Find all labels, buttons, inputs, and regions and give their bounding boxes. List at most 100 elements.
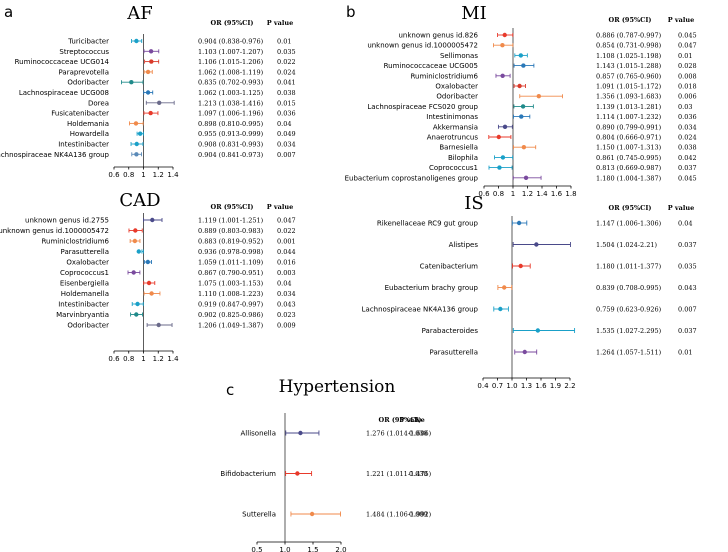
or-point bbox=[148, 49, 154, 54]
forest-row: Intestinimonas 1.114 (1.007-1.232) 0.036 bbox=[426, 113, 696, 121]
forest-row: Howardella 0.955 (0.913-0.999) 0.049 bbox=[70, 130, 296, 138]
x-tick-label: 0.8 bbox=[123, 355, 134, 363]
row-label: Oxalobacter bbox=[66, 259, 109, 267]
or-value: 0.955 (0.913-0.999) bbox=[198, 130, 264, 138]
x-tick-label: 0.4 bbox=[477, 382, 489, 390]
or-value: 1.356 (1.093-1.683) bbox=[596, 93, 662, 101]
forest-row: Parasutterella 0.936 (0.978-0.998) 0.044 bbox=[61, 248, 296, 256]
or-point bbox=[502, 124, 508, 129]
panel-label-c: c bbox=[226, 381, 234, 399]
forest-row: Bifidobacterium 1.221 (1.011-1.475)0.038 bbox=[220, 470, 431, 478]
or-value: 0.854 (0.731-0.998) bbox=[596, 42, 662, 50]
x-tick-label: 1.4 bbox=[536, 190, 548, 198]
or-point bbox=[536, 94, 542, 99]
or-value: 1.221 (1.011-1.475) bbox=[366, 470, 432, 478]
or-point bbox=[502, 285, 507, 290]
forest-row: Rikenellaceae RC9 gut group 1.147 (1.006-… bbox=[377, 220, 693, 228]
or-point bbox=[149, 291, 154, 296]
forest-row: Eubacterium brachy group 0.839 (0.708-0.9… bbox=[385, 284, 697, 292]
x-tick-label: 1.2 bbox=[153, 171, 164, 179]
panel-mi: MI OR (95%CI) P value 0.6 0.8 1 1.2 1.4 1.6 1.8 un… bbox=[345, 3, 697, 198]
forest-row: Oxalobacter 1.091 (1.015-1.172) 0.018 bbox=[435, 83, 696, 91]
row-label: Eubacterium brachy group bbox=[385, 284, 479, 292]
or-point bbox=[295, 471, 300, 476]
panel-title-cad: CAD bbox=[119, 190, 160, 211]
p-value: 0.04 bbox=[678, 220, 692, 228]
or-value: 1.075 (1.003-1.153) bbox=[198, 280, 264, 288]
forest-row: Eubacterium coprostanoligenes group 1.180… bbox=[345, 174, 697, 182]
or-point bbox=[134, 141, 139, 147]
row-label: Intestinibacter bbox=[58, 141, 109, 149]
row-label: Streptococcus bbox=[59, 48, 109, 56]
or-value: 0.835 (0.702-0.993) bbox=[198, 79, 264, 87]
row-label: unknown genus id.2755 bbox=[25, 217, 109, 225]
or-value: 1.206 (1.049-1.387) bbox=[198, 322, 264, 330]
or-header: OR (95%CI) bbox=[211, 19, 254, 27]
panel-title-af: AF bbox=[126, 3, 153, 24]
p-value: 0.038 bbox=[409, 430, 428, 438]
panel-hypertension: Hypertension OR (95%CI)P valve 0.5 1.0 1.5 2.… bbox=[220, 377, 431, 552]
or-point bbox=[134, 152, 139, 157]
or-value: 0.857 (0.765-0.960) bbox=[596, 72, 662, 80]
p-value: 0.037 bbox=[678, 327, 697, 335]
p-value: 0.008 bbox=[678, 72, 697, 80]
row-label: Lachnospiraceae NK4A136 group bbox=[362, 306, 479, 314]
row-label: Parabacteroides bbox=[422, 327, 479, 335]
p-value: 0.006 bbox=[678, 93, 697, 101]
or-point bbox=[518, 53, 524, 58]
p-value: 0.038 bbox=[277, 89, 296, 97]
x-tick-label: 0.6 bbox=[108, 355, 120, 363]
p-value: 0.023 bbox=[277, 311, 296, 319]
p-value: 0.045 bbox=[678, 174, 697, 182]
x-tick-label: 0.8 bbox=[493, 190, 504, 198]
or-value: 1.097 (1.006-1.196) bbox=[198, 110, 264, 118]
row-label: Rikenellaceae RC9 gut group bbox=[377, 220, 479, 228]
x-tick-label: 1.6 bbox=[551, 190, 563, 198]
p-value: 0.007 bbox=[277, 151, 296, 159]
row-label: Parasutterella bbox=[61, 248, 109, 256]
or-point bbox=[521, 63, 526, 68]
x-tick-label: 1.6 bbox=[535, 382, 547, 390]
forest-row: unknown genus id.1000005472 0.854 (0.731-… bbox=[367, 42, 696, 50]
forest-row: Ruminococcaceae UCG005 1.143 (1.015-1.288… bbox=[384, 62, 697, 70]
or-point bbox=[309, 511, 315, 517]
row-label: Intestinimonas bbox=[426, 113, 478, 121]
row-label: Catenibacterium bbox=[420, 263, 479, 271]
forest-row: Coprococcus1 0.813 (0.669-0.987) 0.037 bbox=[429, 164, 697, 172]
row-label: Odoribacter bbox=[67, 322, 109, 330]
forest-row: Ruminiclostridium6 0.857 (0.765-0.960) 0.0… bbox=[410, 72, 696, 80]
p-value: 0.024 bbox=[277, 68, 296, 76]
or-point bbox=[137, 131, 143, 136]
or-value: 1.484 (1.106-1.992) bbox=[366, 511, 432, 519]
p-value: 0.01 bbox=[277, 38, 291, 46]
p-header: P value bbox=[668, 204, 694, 212]
x-tick-label: 0.6 bbox=[478, 190, 490, 198]
row-label: Akkermansia bbox=[433, 123, 478, 131]
or-point bbox=[520, 104, 526, 109]
p-value: 0.049 bbox=[277, 130, 296, 138]
p-value: 0.024 bbox=[678, 134, 697, 142]
row-label: unknown genus id.1000005472 bbox=[0, 227, 109, 235]
x-tick-label: 1.4 bbox=[167, 355, 179, 363]
or-value: 0.839 (0.708-0.995) bbox=[596, 284, 662, 292]
forest-row: Coprococcus1 0.867 (0.790-0.951) 0.003 bbox=[60, 269, 296, 277]
forest-row: Lachnospiraceae UCG008 1.062 (1.003-1.125… bbox=[19, 89, 296, 97]
forest-row: Lachnospiraceae NK4A136 group 0.759 (0.62… bbox=[362, 306, 697, 314]
or-value: 0.861 (0.745-0.995) bbox=[596, 154, 662, 162]
or-point bbox=[502, 32, 507, 38]
x-tick-label: 1.3 bbox=[521, 382, 532, 390]
or-value: 1.110 (1.008-1.223) bbox=[198, 290, 264, 298]
row-label: Intestinibacter bbox=[58, 301, 109, 309]
p-value: 0.015 bbox=[277, 99, 296, 107]
forest-row: Odoribacter 1.206 (1.049-1.387) 0.009 bbox=[67, 322, 295, 330]
p-value: 0.001 bbox=[277, 238, 296, 246]
p-value: 0.009 bbox=[277, 322, 296, 330]
row-label: Bifidobacterium bbox=[220, 470, 276, 478]
or-value: 1.264 (1.057-1.511) bbox=[596, 349, 662, 357]
or-point bbox=[523, 175, 529, 180]
forest-row: Alistipes 1.504 (1.024-2.21) 0.037 bbox=[449, 241, 697, 249]
x-tick-label: 1 bbox=[141, 355, 145, 363]
or-point bbox=[522, 349, 527, 355]
p-value: 0.007 bbox=[678, 306, 697, 314]
